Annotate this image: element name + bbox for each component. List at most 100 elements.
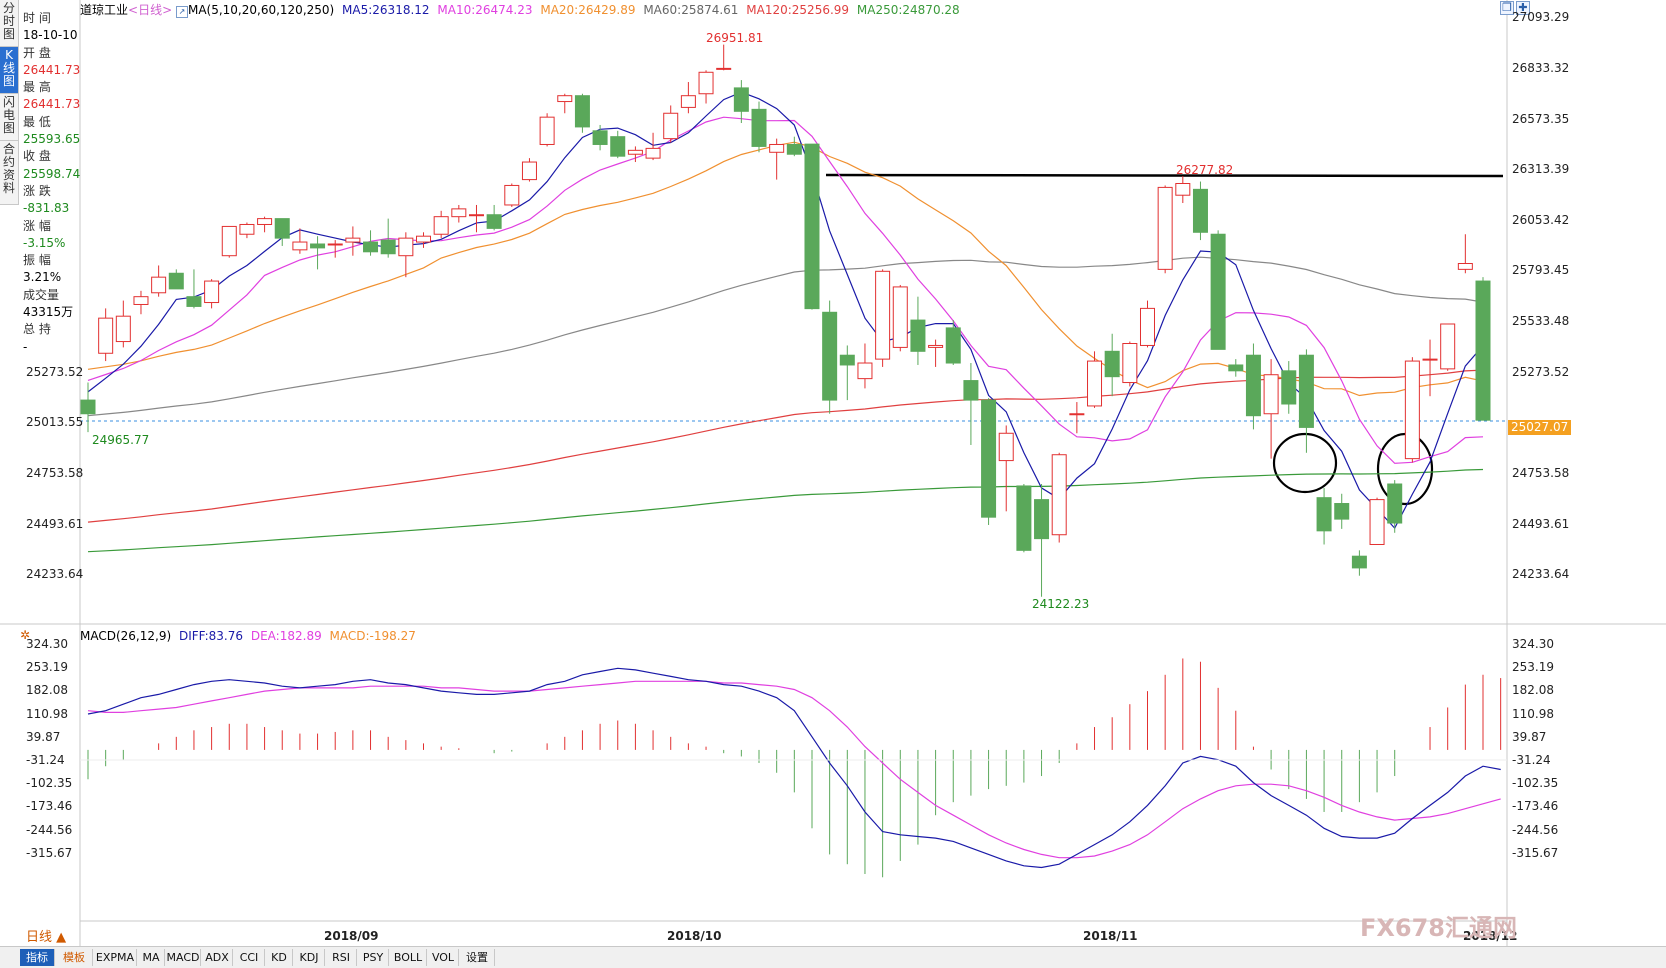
candle-down[interactable] (1034, 499, 1050, 540)
candle-down[interactable] (963, 380, 979, 401)
candle-up[interactable] (221, 225, 237, 257)
candle-down[interactable] (80, 399, 96, 415)
candle-down[interactable] (380, 239, 396, 255)
ma-icon[interactable]: ↗ (175, 6, 188, 18)
tab-boll[interactable]: BOLL (390, 949, 427, 966)
candle-up[interactable] (451, 208, 467, 218)
candle-down[interactable] (610, 136, 626, 157)
candle-down[interactable] (186, 296, 202, 307)
expand-icon[interactable]: ✚ (1516, 1, 1530, 15)
candle-up[interactable] (1087, 360, 1103, 407)
candle-down[interactable] (1210, 233, 1226, 350)
candle-down[interactable] (1387, 483, 1403, 524)
candle-up[interactable] (98, 317, 114, 354)
candle-up[interactable] (1051, 454, 1067, 536)
candle-up[interactable] (1069, 413, 1085, 416)
tab-rsi[interactable]: RSI (326, 949, 357, 966)
period-selector[interactable]: 日线 ▲ (26, 930, 67, 945)
tab-kline[interactable]: K线图 (0, 47, 18, 94)
candle-up[interactable] (1457, 263, 1473, 270)
candle-down[interactable] (1104, 350, 1120, 378)
candle-up[interactable] (398, 237, 414, 257)
candle-up[interactable] (698, 71, 714, 95)
candle-up[interactable] (204, 280, 220, 304)
candle-up[interactable] (875, 270, 891, 360)
candle-up[interactable] (115, 315, 131, 343)
candle-down[interactable] (1298, 354, 1314, 428)
candle-up[interactable] (345, 237, 361, 243)
tab-cci[interactable]: CCI (234, 949, 265, 966)
candle-up[interactable] (257, 218, 273, 225)
tab-psy[interactable]: PSY (358, 949, 389, 966)
candle-up[interactable] (998, 432, 1014, 462)
candle-down[interactable] (592, 130, 608, 145)
candle-up[interactable] (892, 286, 908, 348)
tab-kd[interactable]: KD (266, 949, 293, 966)
candle-up[interactable] (857, 362, 873, 380)
candle-up[interactable] (1157, 186, 1173, 270)
candle-down[interactable] (804, 143, 820, 310)
tab-vol[interactable]: VOL (428, 949, 459, 966)
candle-down[interactable] (1334, 503, 1350, 520)
tab-template[interactable]: 模板 (56, 949, 93, 966)
candle-up[interactable] (645, 147, 661, 159)
candle-up[interactable] (468, 214, 484, 217)
candle-up[interactable] (133, 296, 149, 305)
tab-timeshare[interactable]: 分时图 (0, 0, 18, 47)
candle-up[interactable] (239, 223, 255, 235)
tab-macd[interactable]: MACD (166, 949, 201, 966)
candle-up[interactable] (327, 243, 343, 246)
restore-icon[interactable]: ❐ (1500, 1, 1514, 15)
candle-down[interactable] (1351, 555, 1367, 569)
candle-down[interactable] (574, 95, 590, 128)
candle-up[interactable] (1404, 360, 1420, 460)
candle-up[interactable] (716, 67, 732, 70)
candle-down[interactable] (1245, 354, 1261, 417)
candle-down[interactable] (981, 399, 997, 518)
candle-down[interactable] (945, 327, 961, 364)
candle-down[interactable] (274, 218, 290, 239)
candle-down[interactable] (363, 241, 379, 253)
candle-up[interactable] (1139, 307, 1155, 346)
candle-up[interactable] (1175, 183, 1191, 196)
candle-up[interactable] (539, 116, 555, 145)
candle-up[interactable] (557, 95, 573, 103)
candle-up[interactable] (1263, 374, 1279, 415)
gear-icon[interactable]: ✲ (20, 628, 31, 642)
candle-down[interactable] (733, 87, 749, 112)
candle-down[interactable] (1316, 497, 1332, 532)
candle-up[interactable] (663, 112, 679, 140)
candle-up[interactable] (1422, 358, 1438, 361)
candle-up[interactable] (1122, 343, 1138, 384)
candle-up[interactable] (292, 241, 308, 251)
candle-down[interactable] (839, 354, 855, 366)
tab-settings[interactable]: 设置 (460, 949, 495, 966)
candle-up[interactable] (521, 161, 537, 181)
candle-down[interactable] (751, 108, 767, 147)
candle-up[interactable] (680, 95, 696, 108)
candle-up[interactable] (151, 276, 167, 294)
candle-down[interactable] (1228, 364, 1244, 372)
candle-down[interactable] (786, 143, 802, 155)
candle-down[interactable] (168, 272, 184, 290)
candle-down[interactable] (1281, 370, 1297, 405)
candle-up[interactable] (1440, 323, 1456, 370)
candle-down[interactable] (1016, 485, 1032, 551)
candle-up[interactable] (928, 344, 944, 348)
candle-up[interactable] (1369, 499, 1385, 545)
candle-down[interactable] (486, 214, 502, 229)
candle-down[interactable] (910, 319, 926, 352)
candle-up[interactable] (769, 143, 785, 153)
candle-down[interactable] (822, 311, 838, 401)
candle-up[interactable] (504, 184, 520, 206)
candle-down[interactable] (1475, 280, 1491, 421)
candle-up[interactable] (433, 216, 449, 235)
candle-up[interactable] (416, 235, 432, 243)
tab-expma[interactable]: EXPMA (94, 949, 137, 966)
tab-adx[interactable]: ADX (202, 949, 233, 966)
tab-indicator[interactable]: 指标 (20, 949, 55, 966)
candle-up[interactable] (627, 149, 643, 155)
candle-down[interactable] (310, 243, 326, 249)
tab-ma[interactable]: MA (138, 949, 165, 966)
